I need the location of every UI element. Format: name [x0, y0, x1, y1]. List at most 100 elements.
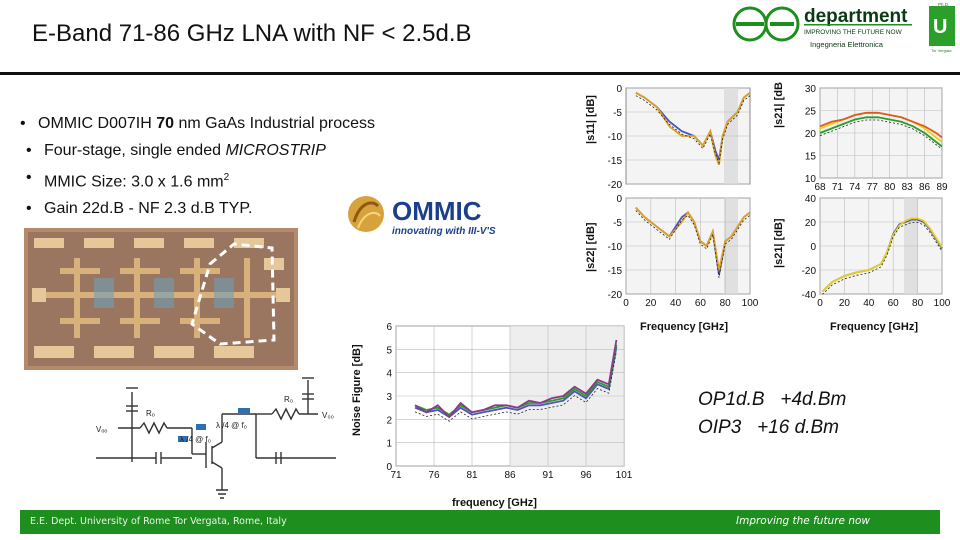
y-tick-label: -40: [802, 290, 817, 301]
footer-slogan: Improving the future now: [736, 515, 870, 527]
rd-label: R₀: [284, 395, 293, 404]
rg-label: Rₒ: [146, 409, 155, 418]
x-tick-label: 74: [849, 182, 861, 193]
y-tick-label: 15: [805, 152, 817, 163]
y-tick-label: -20: [608, 290, 623, 301]
simulated-curve: [414, 351, 617, 422]
noise-figure-plot: Noise Figure [dB] frequency [GHz] 6 5 4 3 2 1…: [351, 322, 633, 509]
y-tick-label: -5: [613, 108, 622, 119]
performance-summary: OP1d.B +4d.Bm OIP3 +16 d.Bm: [698, 386, 846, 442]
x-tick-label: 80: [912, 298, 924, 309]
nf-ylabel: Noise Figure [dB]: [351, 344, 363, 436]
x-tick-label: 68: [814, 182, 826, 193]
ommic-tagline: innovating with III-V'S: [392, 226, 496, 237]
x-tick-label: 80: [884, 182, 896, 193]
lambda-quarter-label-2: λ /4 @ f₀: [180, 435, 211, 444]
s21-wide-ylabel: |s21| [dB]: [773, 218, 785, 268]
logo-subtitle: Ingegneria Elettronica: [810, 40, 884, 49]
y-tick-label: -10: [608, 242, 623, 253]
y-tick-label: -20: [608, 180, 623, 191]
x-tick-label: 86: [504, 470, 516, 481]
y-tick-label: 40: [805, 194, 817, 205]
logo-badge: Tor Vergata: [931, 48, 952, 53]
s21-wide-xlabel: Frequency [GHz]: [830, 321, 918, 333]
vdd-label: V₀₀: [322, 411, 334, 420]
footer-affiliation: E.E. Dept. University of Rome Tor Vergat…: [30, 516, 287, 527]
mmic-chip-photo: [24, 228, 298, 370]
bullet-topology: Four-stage, single ended MICROSTRIP: [26, 137, 381, 164]
s22-plot: |s22| [dB] Frequency [GHz] 0-5-10-15-200…: [585, 194, 759, 333]
y-tick-label: 10: [805, 174, 817, 185]
x-tick-label: 0: [817, 298, 823, 309]
y-tick-label: 3: [386, 392, 392, 403]
x-tick-label: 71: [832, 182, 844, 193]
y-tick-label: -15: [608, 156, 623, 167]
x-tick-label: 0: [623, 298, 629, 309]
title-divider: [0, 72, 960, 75]
x-tick-label: 20: [645, 298, 657, 309]
y-tick-label: 6: [386, 322, 392, 333]
s11-ylabel: |s11| [dB]: [585, 95, 597, 144]
simulated-curve: [819, 119, 943, 150]
s22-xlabel: Frequency [GHz]: [640, 321, 728, 333]
y-tick-label: 4: [386, 369, 392, 380]
x-tick-label: 60: [695, 298, 707, 309]
x-tick-label: 96: [580, 470, 592, 481]
x-tick-label: 81: [466, 470, 478, 481]
y-tick-label: 20: [805, 218, 817, 229]
lambda-quarter-label-1: λ /4 @ f₀: [216, 421, 247, 430]
y-tick-label: -5: [613, 218, 622, 229]
series-line-0: [819, 116, 943, 148]
bullet-process: OMMIC D007IH 70 nm GaAs Industrial proce…: [20, 110, 375, 137]
nf-xlabel: frequency [GHz]: [452, 497, 537, 509]
series-line-1: [821, 217, 943, 293]
series-line-2: [414, 339, 618, 419]
x-tick-label: 20: [839, 298, 851, 309]
oip3-value: OIP3 +16 d.Bm: [698, 417, 839, 438]
svg-text:U: U: [933, 16, 947, 38]
x-tick-label: 100: [742, 298, 759, 309]
s22-ylabel: |s22| [dB]: [585, 222, 597, 272]
bullet-gain-nf: Gain 22d.B - NF 2.3 d.B TYP.: [26, 195, 381, 222]
y-tick-label: 30: [805, 84, 817, 95]
x-tick-label: 86: [919, 182, 931, 193]
y-tick-label: 20: [805, 129, 817, 140]
x-tick-label: 83: [902, 182, 914, 193]
ommic-logo: OMMIC innovating with III-V'S: [348, 196, 496, 237]
y-tick-label: 0: [386, 462, 392, 473]
logo-small: Ph.D.: [938, 2, 949, 7]
x-tick-label: 71: [390, 470, 402, 481]
x-tick-label: 40: [670, 298, 682, 309]
y-tick-label: 25: [805, 107, 817, 118]
series-line-2: [819, 111, 943, 139]
x-tick-label: 80: [720, 298, 732, 309]
x-tick-label: 89: [936, 182, 948, 193]
y-tick-label: -20: [802, 266, 817, 277]
y-tick-label: 0: [616, 194, 622, 205]
simulated-curve: [822, 222, 943, 295]
y-tick-label: -10: [608, 132, 623, 143]
y-tick-label: 0: [810, 242, 816, 253]
footer-bar: E.E. Dept. University of Rome Tor Vergat…: [20, 510, 940, 534]
feature-list: OMMIC D007IH 70 nm GaAs Industrial proce…: [20, 110, 375, 222]
x-tick-label: 101: [616, 470, 633, 481]
s21-narrow-ylabel: |s21| [dB]: [773, 82, 785, 128]
department-logo: department IMPROVING THE FUTURE NOW Inge…: [732, 2, 955, 53]
y-tick-label: 1: [386, 439, 392, 450]
x-tick-label: 40: [863, 298, 875, 309]
y-tick-label: 2: [386, 415, 392, 426]
y-tick-label: -15: [608, 266, 623, 277]
x-tick-label: 77: [867, 182, 879, 193]
lna-stage-schematic: Vₒₒ V₀₀ Rₒ R₀ λ /4 @ f₀ λ /4 @ f₀: [96, 377, 336, 499]
bullet-size: MMIC Size: 3.0 x 1.6 mm2: [26, 164, 381, 195]
x-tick-label: 100: [934, 298, 951, 309]
x-tick-label: 76: [428, 470, 440, 481]
y-tick-label: 0: [616, 84, 622, 95]
slide-title: E-Band 71-86 GHz LNA with NF < 2.5d.B: [32, 20, 472, 47]
ommic-name: OMMIC: [392, 196, 482, 226]
logo-tagline: IMPROVING THE FUTURE NOW: [804, 29, 903, 36]
x-tick-label: 60: [888, 298, 900, 309]
